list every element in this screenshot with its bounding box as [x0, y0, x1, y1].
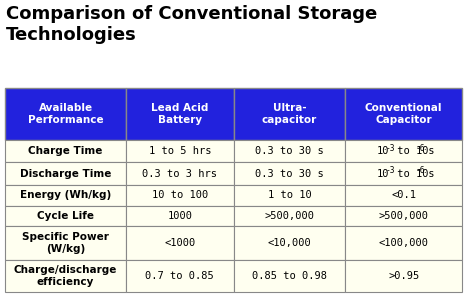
- Text: Charge/discharge
efficiency: Charge/discharge efficiency: [14, 265, 117, 287]
- Text: 0.3 to 30 s: 0.3 to 30 s: [255, 169, 324, 178]
- Text: Discharge Time: Discharge Time: [20, 169, 111, 178]
- Text: 0.7 to 0.85: 0.7 to 0.85: [145, 271, 214, 281]
- Bar: [5, 140, 126, 162]
- Text: <0.1: <0.1: [391, 190, 416, 200]
- Bar: [126, 140, 234, 162]
- Text: Charge Time: Charge Time: [28, 146, 103, 156]
- Text: to 10: to 10: [392, 146, 429, 156]
- Bar: [126, 185, 234, 206]
- Bar: [5, 162, 126, 185]
- Bar: [234, 162, 345, 185]
- Text: 1 to 5 hrs: 1 to 5 hrs: [149, 146, 211, 156]
- Text: Conventional
Capacitor: Conventional Capacitor: [365, 103, 442, 125]
- Bar: [5, 260, 126, 292]
- Bar: [234, 260, 345, 292]
- Text: s: s: [423, 146, 435, 156]
- Bar: [345, 162, 462, 185]
- Text: Energy (Wh/kg): Energy (Wh/kg): [20, 190, 111, 200]
- Text: >500,000: >500,000: [265, 211, 314, 221]
- Text: Lead Acid
Battery: Lead Acid Battery: [151, 103, 209, 125]
- Text: 10: 10: [377, 169, 390, 178]
- Bar: [234, 226, 345, 260]
- Bar: [234, 140, 345, 162]
- Bar: [345, 185, 462, 206]
- Text: <10,000: <10,000: [267, 238, 311, 248]
- Bar: [126, 88, 234, 140]
- Bar: [345, 140, 462, 162]
- Text: -6: -6: [416, 144, 426, 153]
- Bar: [234, 185, 345, 206]
- Text: 10 to 100: 10 to 100: [152, 190, 208, 200]
- Bar: [5, 185, 126, 206]
- Text: <100,000: <100,000: [379, 238, 429, 248]
- Bar: [5, 226, 126, 260]
- Text: -3: -3: [385, 144, 395, 153]
- Text: Available
Performance: Available Performance: [28, 103, 103, 125]
- Bar: [345, 260, 462, 292]
- Text: s: s: [423, 169, 435, 178]
- Bar: [5, 88, 126, 140]
- Text: >500,000: >500,000: [379, 211, 429, 221]
- Text: 1 to 10: 1 to 10: [267, 190, 311, 200]
- Text: to 10: to 10: [392, 169, 429, 178]
- Text: Specific Power
(W/kg): Specific Power (W/kg): [22, 232, 109, 254]
- Text: -3: -3: [385, 167, 395, 176]
- Text: >0.95: >0.95: [388, 271, 419, 281]
- Text: 0.3 to 30 s: 0.3 to 30 s: [255, 146, 324, 156]
- Bar: [234, 88, 345, 140]
- Text: Ultra-
capacitor: Ultra- capacitor: [262, 103, 317, 125]
- Bar: [345, 206, 462, 226]
- Text: Comparison of Conventional Storage
Technologies: Comparison of Conventional Storage Techn…: [6, 5, 377, 44]
- Bar: [234, 206, 345, 226]
- Bar: [345, 88, 462, 140]
- Bar: [126, 162, 234, 185]
- Text: 1000: 1000: [167, 211, 192, 221]
- Text: <1000: <1000: [164, 238, 196, 248]
- Bar: [126, 206, 234, 226]
- Text: 0.3 to 3 hrs: 0.3 to 3 hrs: [142, 169, 217, 178]
- Text: 10: 10: [377, 146, 390, 156]
- Bar: [126, 260, 234, 292]
- Text: 0.85 to 0.98: 0.85 to 0.98: [252, 271, 327, 281]
- Bar: [126, 226, 234, 260]
- Bar: [5, 206, 126, 226]
- Text: Cycle Life: Cycle Life: [37, 211, 94, 221]
- Text: -6: -6: [416, 167, 426, 176]
- Bar: [345, 226, 462, 260]
